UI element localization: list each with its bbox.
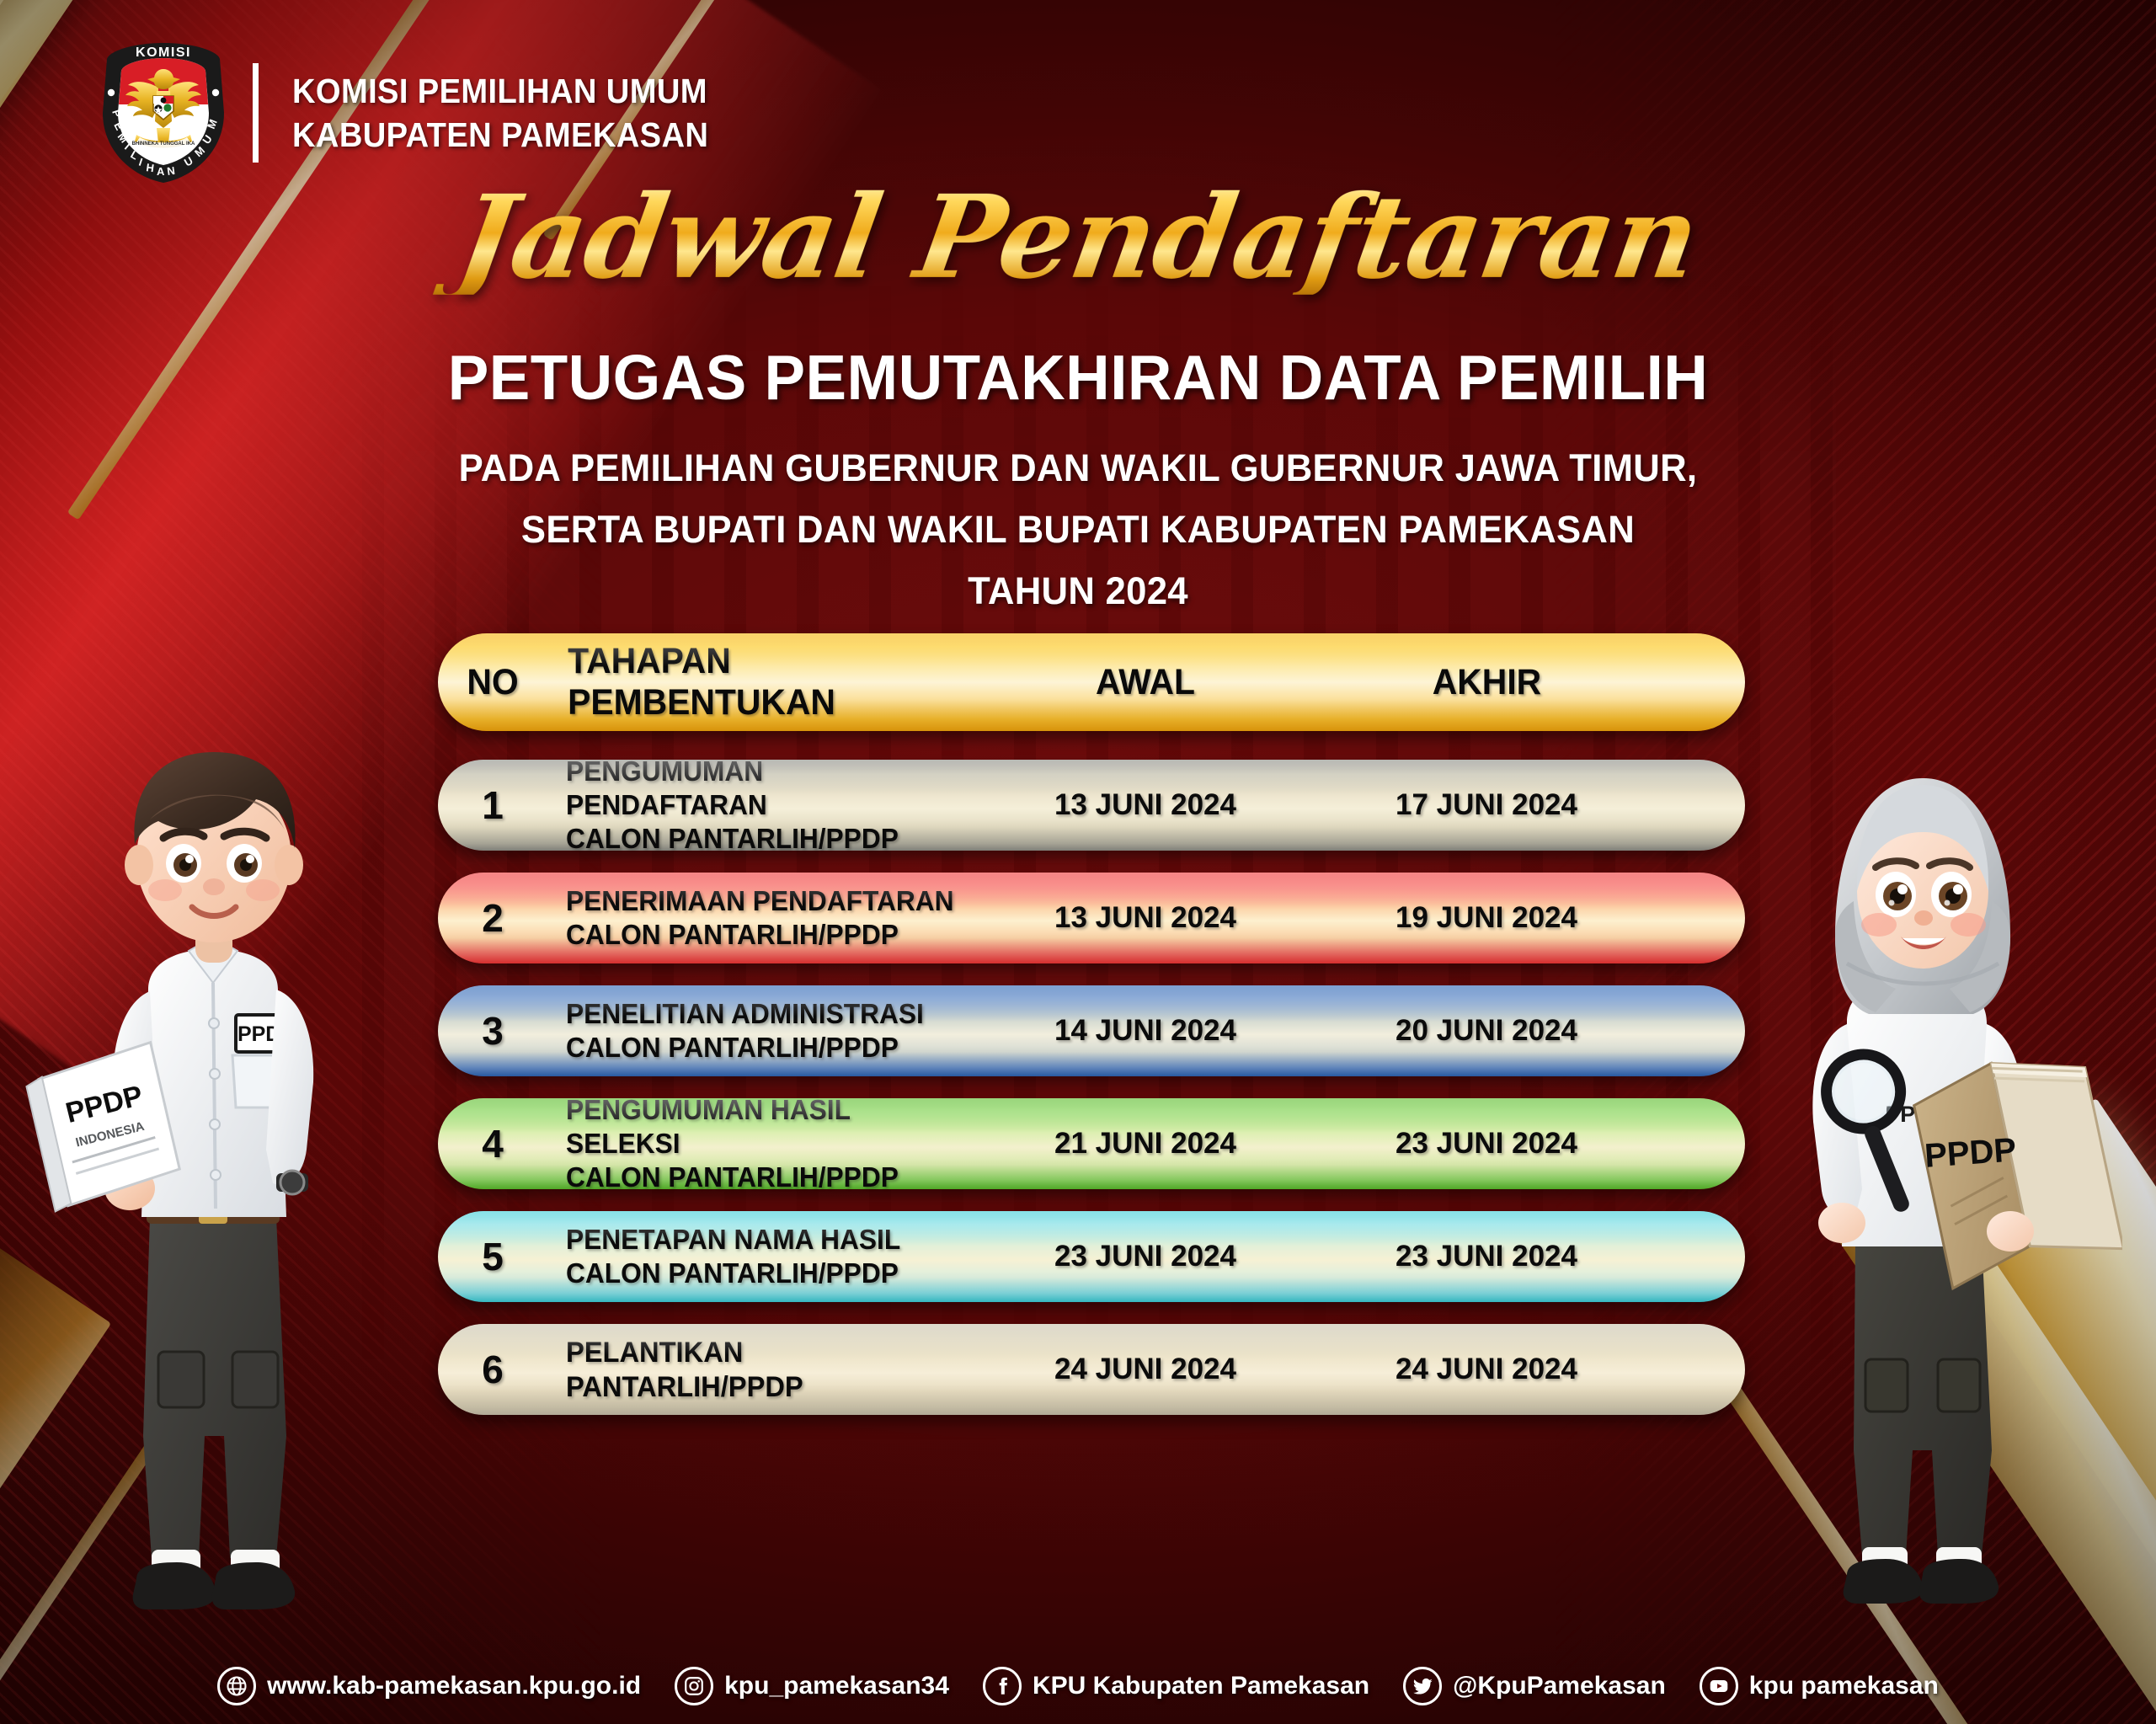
svg-text:PPDP: PPDP bbox=[1924, 1131, 2018, 1174]
instagram-icon bbox=[675, 1667, 714, 1705]
ppdp-female-character: PPDP PPDP bbox=[1748, 726, 2126, 1619]
row-end-date: 24 JUNI 2024 bbox=[1396, 1353, 1577, 1385]
row-task-line-2: CALON PANTARLIH/PPDP bbox=[566, 823, 899, 855]
ppdp-male-character: PPDP PPDP INDONESIA bbox=[24, 712, 419, 1630]
svg-text:KOMISI: KOMISI bbox=[136, 45, 191, 60]
row-number: 5 bbox=[482, 1235, 504, 1278]
header-line-1: KOMISI PEMILIHAN UMUM bbox=[292, 71, 707, 110]
footer-label-twitter: @KpuPamekasan bbox=[1453, 1672, 1666, 1700]
row-task-line-2: CALON PANTARLIH/PPDP bbox=[566, 1161, 899, 1193]
row-start-date: 23 JUNI 2024 bbox=[1054, 1240, 1236, 1273]
column-header-awal: AWAL bbox=[1095, 661, 1196, 702]
table-header-row: NO TAHAPAN PEMBENTUKAN AWAL AKHIR bbox=[438, 633, 1745, 731]
table-row: 2 PENERIMAAN PENDAFTARAN CALON PANTARLIH… bbox=[438, 873, 1745, 963]
header-title-block: KOMISI PEMILIHAN UMUM KABUPATEN PAMEKASA… bbox=[292, 69, 740, 157]
row-task-line-2: CALON PANTARLIH/PPDP bbox=[566, 1257, 899, 1289]
footer-label-instagram: kpu_pamekasan34 bbox=[724, 1672, 949, 1700]
header-divider bbox=[253, 63, 259, 163]
row-number: 3 bbox=[482, 1009, 504, 1053]
row-task-line-2: CALON PANTARLIH/PPDP bbox=[566, 1032, 899, 1063]
table-row: 3 PENELITIAN ADMINISTRASI CALON PANTARLI… bbox=[438, 985, 1745, 1076]
subtitle-line-2: SERTA BUPATI DAN WAKIL BUPATI KABUPATEN … bbox=[520, 508, 1636, 551]
script-title: Jadwal Pendaftaran bbox=[0, 170, 2156, 305]
youtube-icon bbox=[1699, 1667, 1738, 1705]
footer-item-twitter[interactable]: @KpuPamekasan bbox=[1403, 1667, 1666, 1705]
row-start-date: 13 JUNI 2024 bbox=[1054, 901, 1236, 934]
row-number: 2 bbox=[482, 896, 504, 940]
row-end-date: 17 JUNI 2024 bbox=[1396, 788, 1577, 821]
header-line-2: KABUPATEN PAMEKASAN bbox=[292, 115, 709, 154]
row-end-date: 23 JUNI 2024 bbox=[1396, 1127, 1577, 1160]
schedule-table: NO TAHAPAN PEMBENTUKAN AWAL AKHIR 1 PENG… bbox=[438, 633, 1745, 1437]
footer-item-website[interactable]: www.kab-pamekasan.kpu.go.id bbox=[217, 1667, 641, 1705]
row-start-date: 24 JUNI 2024 bbox=[1054, 1353, 1236, 1385]
svg-text:A: A bbox=[157, 165, 165, 178]
column-header-akhir: AKHIR bbox=[1432, 661, 1542, 702]
table-row: 6 PELANTIKAN PANTARLIH/PPDP 24 JUNI 2024… bbox=[438, 1324, 1745, 1415]
row-end-date: 19 JUNI 2024 bbox=[1396, 901, 1577, 934]
poster-header: BHINNEKA TUNGGAL IKA KOMISI P E M I L I … bbox=[99, 40, 740, 185]
row-task-line-1: PENGUMUMAN HASIL SELEKSI bbox=[566, 1093, 851, 1159]
table-row: 5 PENETAPAN NAMA HASIL CALON PANTARLIH/P… bbox=[438, 1211, 1745, 1302]
column-header-tahapan: TAHAPAN PEMBENTUKAN bbox=[568, 641, 835, 723]
globe-icon bbox=[217, 1667, 257, 1705]
row-number: 4 bbox=[482, 1122, 504, 1166]
row-end-date: 20 JUNI 2024 bbox=[1396, 1014, 1577, 1047]
row-task-line-1: PENETAPAN NAMA HASIL bbox=[566, 1223, 901, 1255]
kpu-logo-icon: BHINNEKA TUNGGAL IKA KOMISI P E M I L I … bbox=[99, 40, 227, 185]
twitter-icon bbox=[1403, 1667, 1443, 1705]
row-task-line-1: PENGUMUMAN PENDAFTARAN bbox=[566, 755, 767, 820]
row-start-date: 14 JUNI 2024 bbox=[1054, 1014, 1236, 1047]
footer-item-youtube[interactable]: kpu pamekasan bbox=[1699, 1667, 1939, 1705]
row-task-line-1: PENERIMAAN PENDAFTARAN bbox=[566, 884, 954, 916]
table-row: 4 PENGUMUMAN HASIL SELEKSI CALON PANTARL… bbox=[438, 1094, 1745, 1193]
footer-label-facebook: KPU Kabupaten Pamekasan bbox=[1032, 1672, 1370, 1700]
footer-item-instagram[interactable]: kpu_pamekasan34 bbox=[675, 1667, 949, 1705]
footer-social-bar: www.kab-pamekasan.kpu.go.id kpu_pamekasa… bbox=[0, 1667, 2156, 1705]
row-end-date: 23 JUNI 2024 bbox=[1396, 1240, 1577, 1273]
facebook-icon bbox=[982, 1667, 1022, 1705]
row-task-line-1: PELANTIKAN PANTARLIH/PPDP bbox=[566, 1336, 803, 1403]
footer-label-website: www.kab-pamekasan.kpu.go.id bbox=[267, 1672, 642, 1700]
row-number: 1 bbox=[482, 783, 504, 827]
svg-text:BHINNEKA TUNGGAL IKA: BHINNEKA TUNGGAL IKA bbox=[132, 141, 195, 147]
page-title: PETUGAS PEMUTAKHIRAN DATA PEMILIH bbox=[447, 342, 1709, 413]
row-task-line-1: PENELITIAN ADMINISTRASI bbox=[566, 997, 924, 1029]
subtitle-line-3: TAHUN 2024 bbox=[968, 569, 1188, 612]
row-number: 6 bbox=[482, 1348, 504, 1391]
row-start-date: 13 JUNI 2024 bbox=[1054, 788, 1236, 821]
row-start-date: 21 JUNI 2024 bbox=[1054, 1127, 1236, 1160]
footer-item-facebook[interactable]: KPU Kabupaten Pamekasan bbox=[982, 1667, 1370, 1705]
column-header-no: NO bbox=[467, 661, 519, 702]
subtitle-line-1: PADA PEMILIHAN GUBERNUR DAN WAKIL GUBERN… bbox=[458, 446, 1698, 489]
row-task-line-2: CALON PANTARLIH/PPDP bbox=[566, 919, 899, 950]
footer-label-youtube: kpu pamekasan bbox=[1748, 1672, 1939, 1700]
table-row: 1 PENGUMUMAN PENDAFTARAN CALON PANTARLIH… bbox=[438, 755, 1745, 854]
